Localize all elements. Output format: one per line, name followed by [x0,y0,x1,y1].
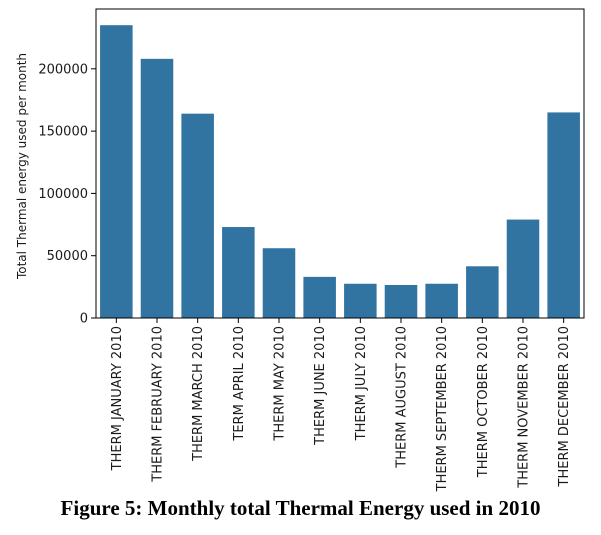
y-tick-label-2: 100000 [38,187,88,202]
plot-frame [95,8,585,319]
bar-11 [506,219,540,318]
bar-2 [140,58,174,319]
bar-10 [466,266,499,318]
x-tick-label-5: THERM MAY 2010 [273,326,288,442]
x-tick-label-3: THERM MARCH 2010 [191,326,206,462]
x-tick-label-7: THERM JULY 2010 [354,326,369,441]
x-tick-label-6: THERM JUNE 2010 [313,326,328,446]
figure-caption: Figure 5: Monthly total Thermal Energy u… [60,496,541,520]
bar-12 [547,112,580,318]
x-tick-label-8: THERM AUGUST 2010 [395,326,410,469]
x-tick-label-4: TERM APRIL 2010 [232,326,247,442]
x-ticks-group: THERM JANUARY 2010 THERM FEBRUARY 2010 THE… [110,318,572,492]
x-tick-label-9: THERM SEPTEMBER 2010 [435,326,450,492]
bars-group [100,25,580,319]
bar-7 [344,283,377,318]
y-tick-label-1: 50000 [47,249,88,264]
bar-6 [303,276,336,318]
y-tick-label-4: 200000 [38,62,88,77]
x-tick-label-2: THERM FEBRUARY 2010 [151,326,166,483]
bar-3 [181,113,214,318]
y-ticks-group: 0 50000 100000 150000 200000 [38,62,96,327]
x-tick-label-12: THERM DECEMBER 2010 [557,326,572,487]
y-tick-label-3: 150000 [38,125,88,140]
x-tick-label-1: THERM JANUARY 2010 [110,326,125,471]
bar-5 [262,248,296,318]
x-tick-label-11: THERM NOVEMBER 2010 [517,326,532,489]
y-tick-label-0: 0 [80,312,88,327]
bar-4 [222,227,255,318]
bar-9 [425,283,458,318]
y-axis-label: Total Thermal energy used per month [15,53,29,280]
bar-8 [384,284,418,318]
bar-1 [100,25,133,318]
x-tick-label-10: THERM OCTOBER 2010 [476,326,491,478]
